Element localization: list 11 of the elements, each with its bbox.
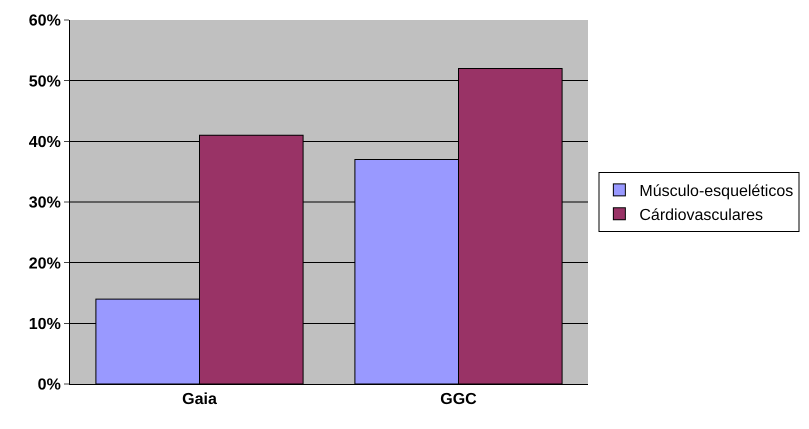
legend-label: Músculo-esqueléticos (639, 183, 794, 200)
y-tick-label: 60% (28, 12, 61, 30)
legend-label: Cárdiovasculares (639, 206, 763, 224)
x-tick-label: GGC (440, 391, 478, 408)
y-tick-label: 50% (28, 73, 61, 90)
y-tick-label: 30% (28, 194, 61, 212)
y-tick-label: 10% (28, 316, 61, 333)
y-tick-label: 0% (38, 376, 61, 394)
x-tick-label: Gaia (182, 391, 217, 408)
y-tick-label: 40% (28, 134, 61, 151)
y-tick-label: 20% (28, 255, 61, 272)
